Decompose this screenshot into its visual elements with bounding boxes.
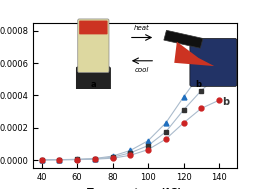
Text: heat: heat	[134, 25, 150, 31]
Polygon shape	[174, 42, 214, 66]
FancyBboxPatch shape	[79, 21, 108, 34]
Text: b: b	[196, 80, 201, 89]
Text: a: a	[90, 80, 96, 89]
X-axis label: Temperature (°C): Temperature (°C)	[87, 188, 182, 189]
Polygon shape	[164, 30, 203, 48]
Text: b: b	[222, 97, 229, 107]
FancyBboxPatch shape	[190, 38, 237, 86]
Text: c: c	[222, 45, 227, 55]
Text: cool: cool	[135, 67, 149, 73]
Text: a: a	[222, 68, 228, 78]
FancyBboxPatch shape	[78, 19, 109, 73]
FancyBboxPatch shape	[76, 67, 110, 91]
